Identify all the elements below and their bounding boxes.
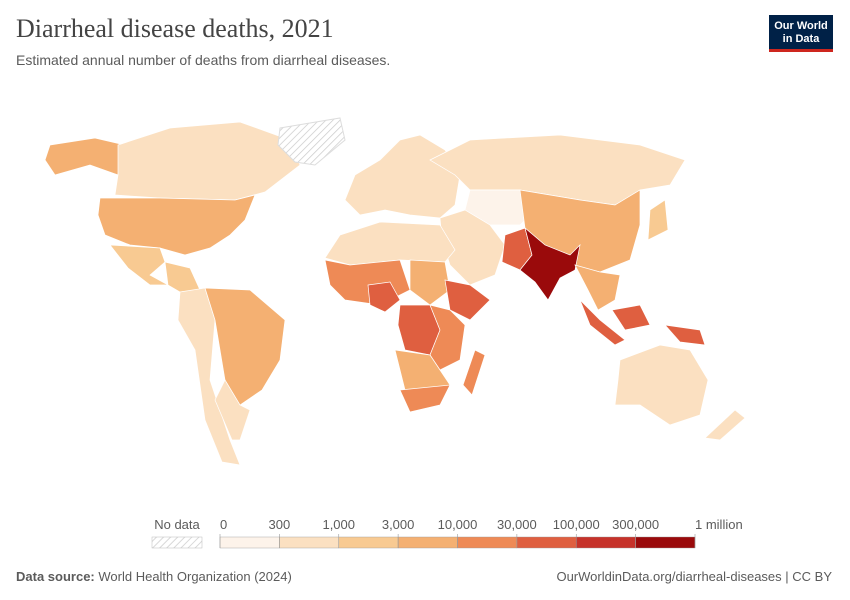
europe[interactable] [344,134,461,219]
countries [44,117,746,466]
logo[interactable]: Our World in Data [769,15,833,52]
nigeria[interactable] [367,281,401,313]
argentina[interactable] [214,379,251,441]
sudan[interactable] [409,259,451,306]
url[interactable]: OurWorldinData.org/diarrheal-diseases | … [556,569,832,584]
east-africa[interactable] [429,304,466,371]
southeast-asia[interactable] [574,264,621,311]
legend-bin [219,536,280,549]
india[interactable] [519,227,581,301]
subtitle: Estimated annual number of deaths from d… [16,52,391,68]
legend-tick-label: 10,000 [438,517,478,532]
legend-tick-label: 1,000 [322,517,355,532]
legend-bin [516,536,577,549]
north-africa[interactable] [324,221,456,266]
legend-bin [338,536,399,549]
legend: No data 0 300 1,000 3,000 10,000 30,000 100,00… [151,517,743,549]
legend-bin [635,536,696,549]
logo-line: in Data [782,33,820,45]
canada[interactable] [114,121,301,201]
legend-bin [576,536,636,549]
south-africa[interactable] [399,384,451,413]
legend-tick-label: 30,000 [497,517,537,532]
source-text: World Health Organization (2024) [98,569,292,584]
legend-bin [397,536,458,549]
no-data-swatch [151,536,203,549]
logo-line: Our World [774,20,828,32]
indonesia-east[interactable] [611,304,651,331]
greenland[interactable] [277,117,346,166]
usa[interactable] [97,194,256,256]
source-label: Data source: [16,569,95,584]
title: Diarrheal disease deaths, 2021 [16,14,334,43]
legend-tick-label: 300 [269,517,291,532]
legend-bin [457,536,518,549]
source: Data source: World Health Organization (… [16,569,292,584]
alaska[interactable] [44,137,126,176]
legend-tick-label: 0 [220,517,227,532]
madagascar[interactable] [462,349,486,396]
brazil[interactable] [204,287,286,406]
japan[interactable] [647,199,669,241]
new-zealand[interactable] [704,409,746,441]
papua[interactable] [664,324,706,346]
legend-tick-label: 3,000 [382,517,415,532]
central-america[interactable] [164,261,201,293]
mexico[interactable] [109,244,170,286]
legend-tick-label: 300,000 [612,517,659,532]
legend-tick-label: 100,000 [553,517,600,532]
russia[interactable] [429,134,686,206]
australia[interactable] [614,344,709,426]
ethiopia[interactable] [444,279,491,321]
legend-tick-label: 1 million [695,517,743,532]
legend-bin [279,536,339,549]
indonesia-west[interactable] [579,299,626,346]
no-data-label: No data [154,517,200,532]
